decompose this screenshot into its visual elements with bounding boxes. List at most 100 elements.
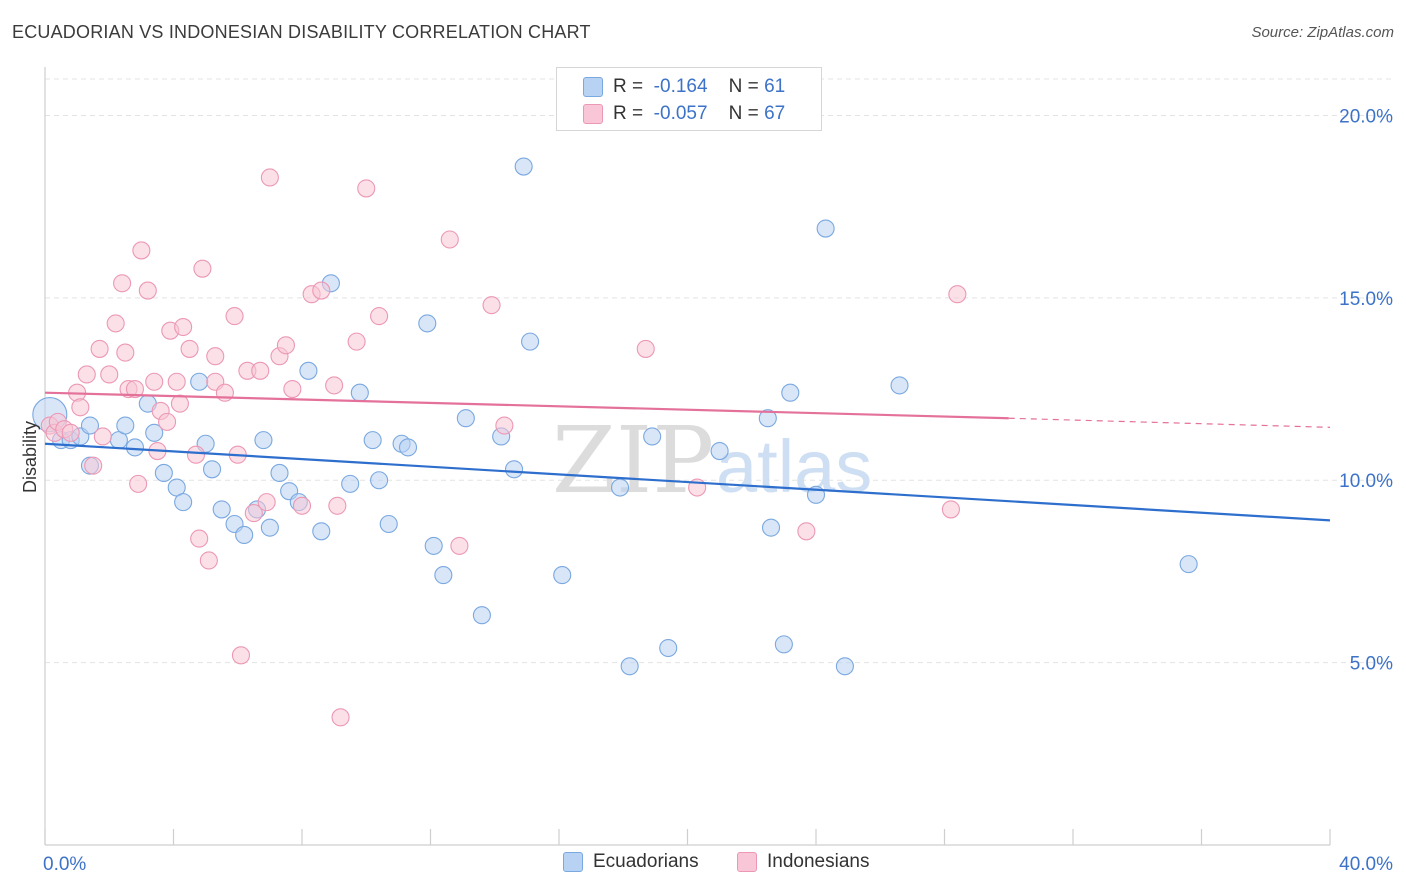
legend-item-ecuadorians: Ecuadorians: [563, 851, 699, 873]
scatter-points: [32, 157, 1198, 727]
trend-lines: [44, 391, 1331, 522]
ecuadorians-point: [212, 500, 231, 519]
indonesians-point: [199, 551, 218, 570]
watermark-atlas: atlas: [716, 425, 872, 508]
legend-row-ecuadorians: R = -0.164 N = 61: [583, 75, 785, 99]
ecuadorians-point: [610, 478, 630, 497]
indonesians-legend-swatch: [737, 852, 757, 872]
indonesians-point: [325, 376, 344, 395]
y-tick-label: 15.0%: [1339, 289, 1393, 310]
tick-labels: 5.0% 10.0% 15.0% 20.0% 0.0% 40.0%: [43, 106, 1393, 875]
ecuadorians-point: [299, 361, 318, 380]
indonesians-point: [495, 416, 514, 435]
ecuadorians-point: [553, 566, 572, 585]
ecuadorians-point: [620, 657, 639, 676]
ecuadorians-point: [758, 409, 777, 428]
indonesians-point: [276, 336, 295, 355]
indonesians-point: [71, 398, 90, 417]
watermark-zip: ZIP: [552, 407, 714, 514]
ecuadorians-point: [659, 638, 678, 658]
ecuadorians-point: [816, 219, 835, 238]
ecuadorians-point: [761, 518, 781, 537]
indonesians-point: [190, 529, 209, 548]
ecuadorians-point: [424, 536, 443, 555]
indonesians-point: [129, 474, 148, 493]
ecuadorians-trend-line: [44, 442, 1331, 522]
indonesians-point: [174, 317, 193, 337]
x-tick-label-max: 40.0%: [1339, 854, 1393, 875]
indonesians-point: [482, 296, 501, 315]
ecuadorians-point: [643, 427, 662, 446]
indonesians-legend-label: Indonesians: [767, 851, 870, 872]
ecuadorians-swatch: [583, 77, 603, 97]
ecuadorians-point: [504, 460, 524, 479]
indonesians-trend-line: [44, 391, 1009, 420]
ecuadorians-point: [398, 438, 418, 457]
indonesians-point: [283, 379, 302, 399]
ecuadorians-point: [80, 416, 100, 435]
indonesians-point: [331, 708, 350, 727]
indonesians-point: [257, 493, 276, 512]
r-label: R =: [613, 103, 644, 124]
indonesians-point: [145, 372, 164, 391]
indonesians-point: [328, 496, 347, 515]
indonesians-point: [100, 365, 119, 384]
ecuadorians-point: [1179, 555, 1198, 574]
indonesians-point: [167, 372, 186, 391]
indonesians-point: [77, 365, 96, 384]
ecuadorians-point: [710, 442, 729, 461]
indonesians-point: [347, 332, 366, 351]
indonesians-point: [125, 379, 144, 399]
indonesians-point: [193, 259, 212, 278]
ecuadorians-point: [379, 514, 398, 534]
indonesians-point: [106, 314, 125, 333]
indonesians-swatch: [583, 104, 603, 124]
y-tick-label: 10.0%: [1339, 471, 1393, 492]
indonesians-point: [116, 343, 135, 362]
ecuadorians-point: [363, 431, 382, 450]
y-tick-label: 5.0%: [1350, 654, 1393, 675]
ecuadorians-point: [370, 471, 389, 490]
indonesians-point: [138, 281, 157, 300]
ecuadorians-point: [203, 460, 222, 479]
ecuadorians-point: [341, 474, 360, 493]
ecuadorians-point: [254, 431, 273, 450]
indonesians-point: [450, 536, 469, 555]
ecuadorians-legend-swatch: [563, 852, 583, 872]
indonesians-point: [61, 423, 80, 442]
indonesians-point: [206, 347, 225, 366]
n-label: N =: [728, 76, 759, 97]
ecuadorians-point: [145, 423, 164, 442]
indonesians-point: [292, 496, 312, 515]
stats-legend: R = -0.164 N = 61 R = -0.057 N = 67: [556, 67, 822, 131]
n-value: 61: [764, 76, 786, 97]
indonesians-point: [170, 394, 189, 413]
indonesians-point: [941, 500, 960, 519]
indonesians-point: [260, 168, 279, 187]
indonesians-point: [312, 281, 331, 300]
indonesians-point: [357, 179, 376, 198]
indonesians-point: [132, 241, 151, 260]
n-value: 67: [764, 103, 786, 124]
indonesians-point: [440, 230, 459, 249]
legend-row-indonesians: R = -0.057 N = 67: [583, 102, 785, 126]
chart-title: ECUADORIAN VS INDONESIAN DISABILITY CORR…: [12, 22, 591, 42]
indonesians-point: [251, 361, 270, 380]
ecuadorians-point: [350, 383, 369, 402]
axes: [44, 67, 1331, 846]
indonesians-point: [93, 427, 112, 446]
ecuadorians-point: [125, 438, 144, 457]
indonesians-point: [113, 274, 132, 293]
ecuadorians-point: [260, 518, 279, 537]
zipatlas-watermark: ZIP atlas: [552, 407, 872, 514]
r-value: -0.164: [653, 76, 708, 97]
ecuadorians-point: [116, 416, 135, 435]
ecuadorians-point: [154, 463, 173, 482]
r-value: -0.057: [653, 103, 708, 124]
indonesians-point: [84, 456, 103, 475]
ecuadorians-point: [434, 566, 453, 585]
n-label: N =: [728, 103, 759, 124]
ecuadorians-point: [418, 314, 437, 333]
indonesians-point: [90, 339, 109, 358]
